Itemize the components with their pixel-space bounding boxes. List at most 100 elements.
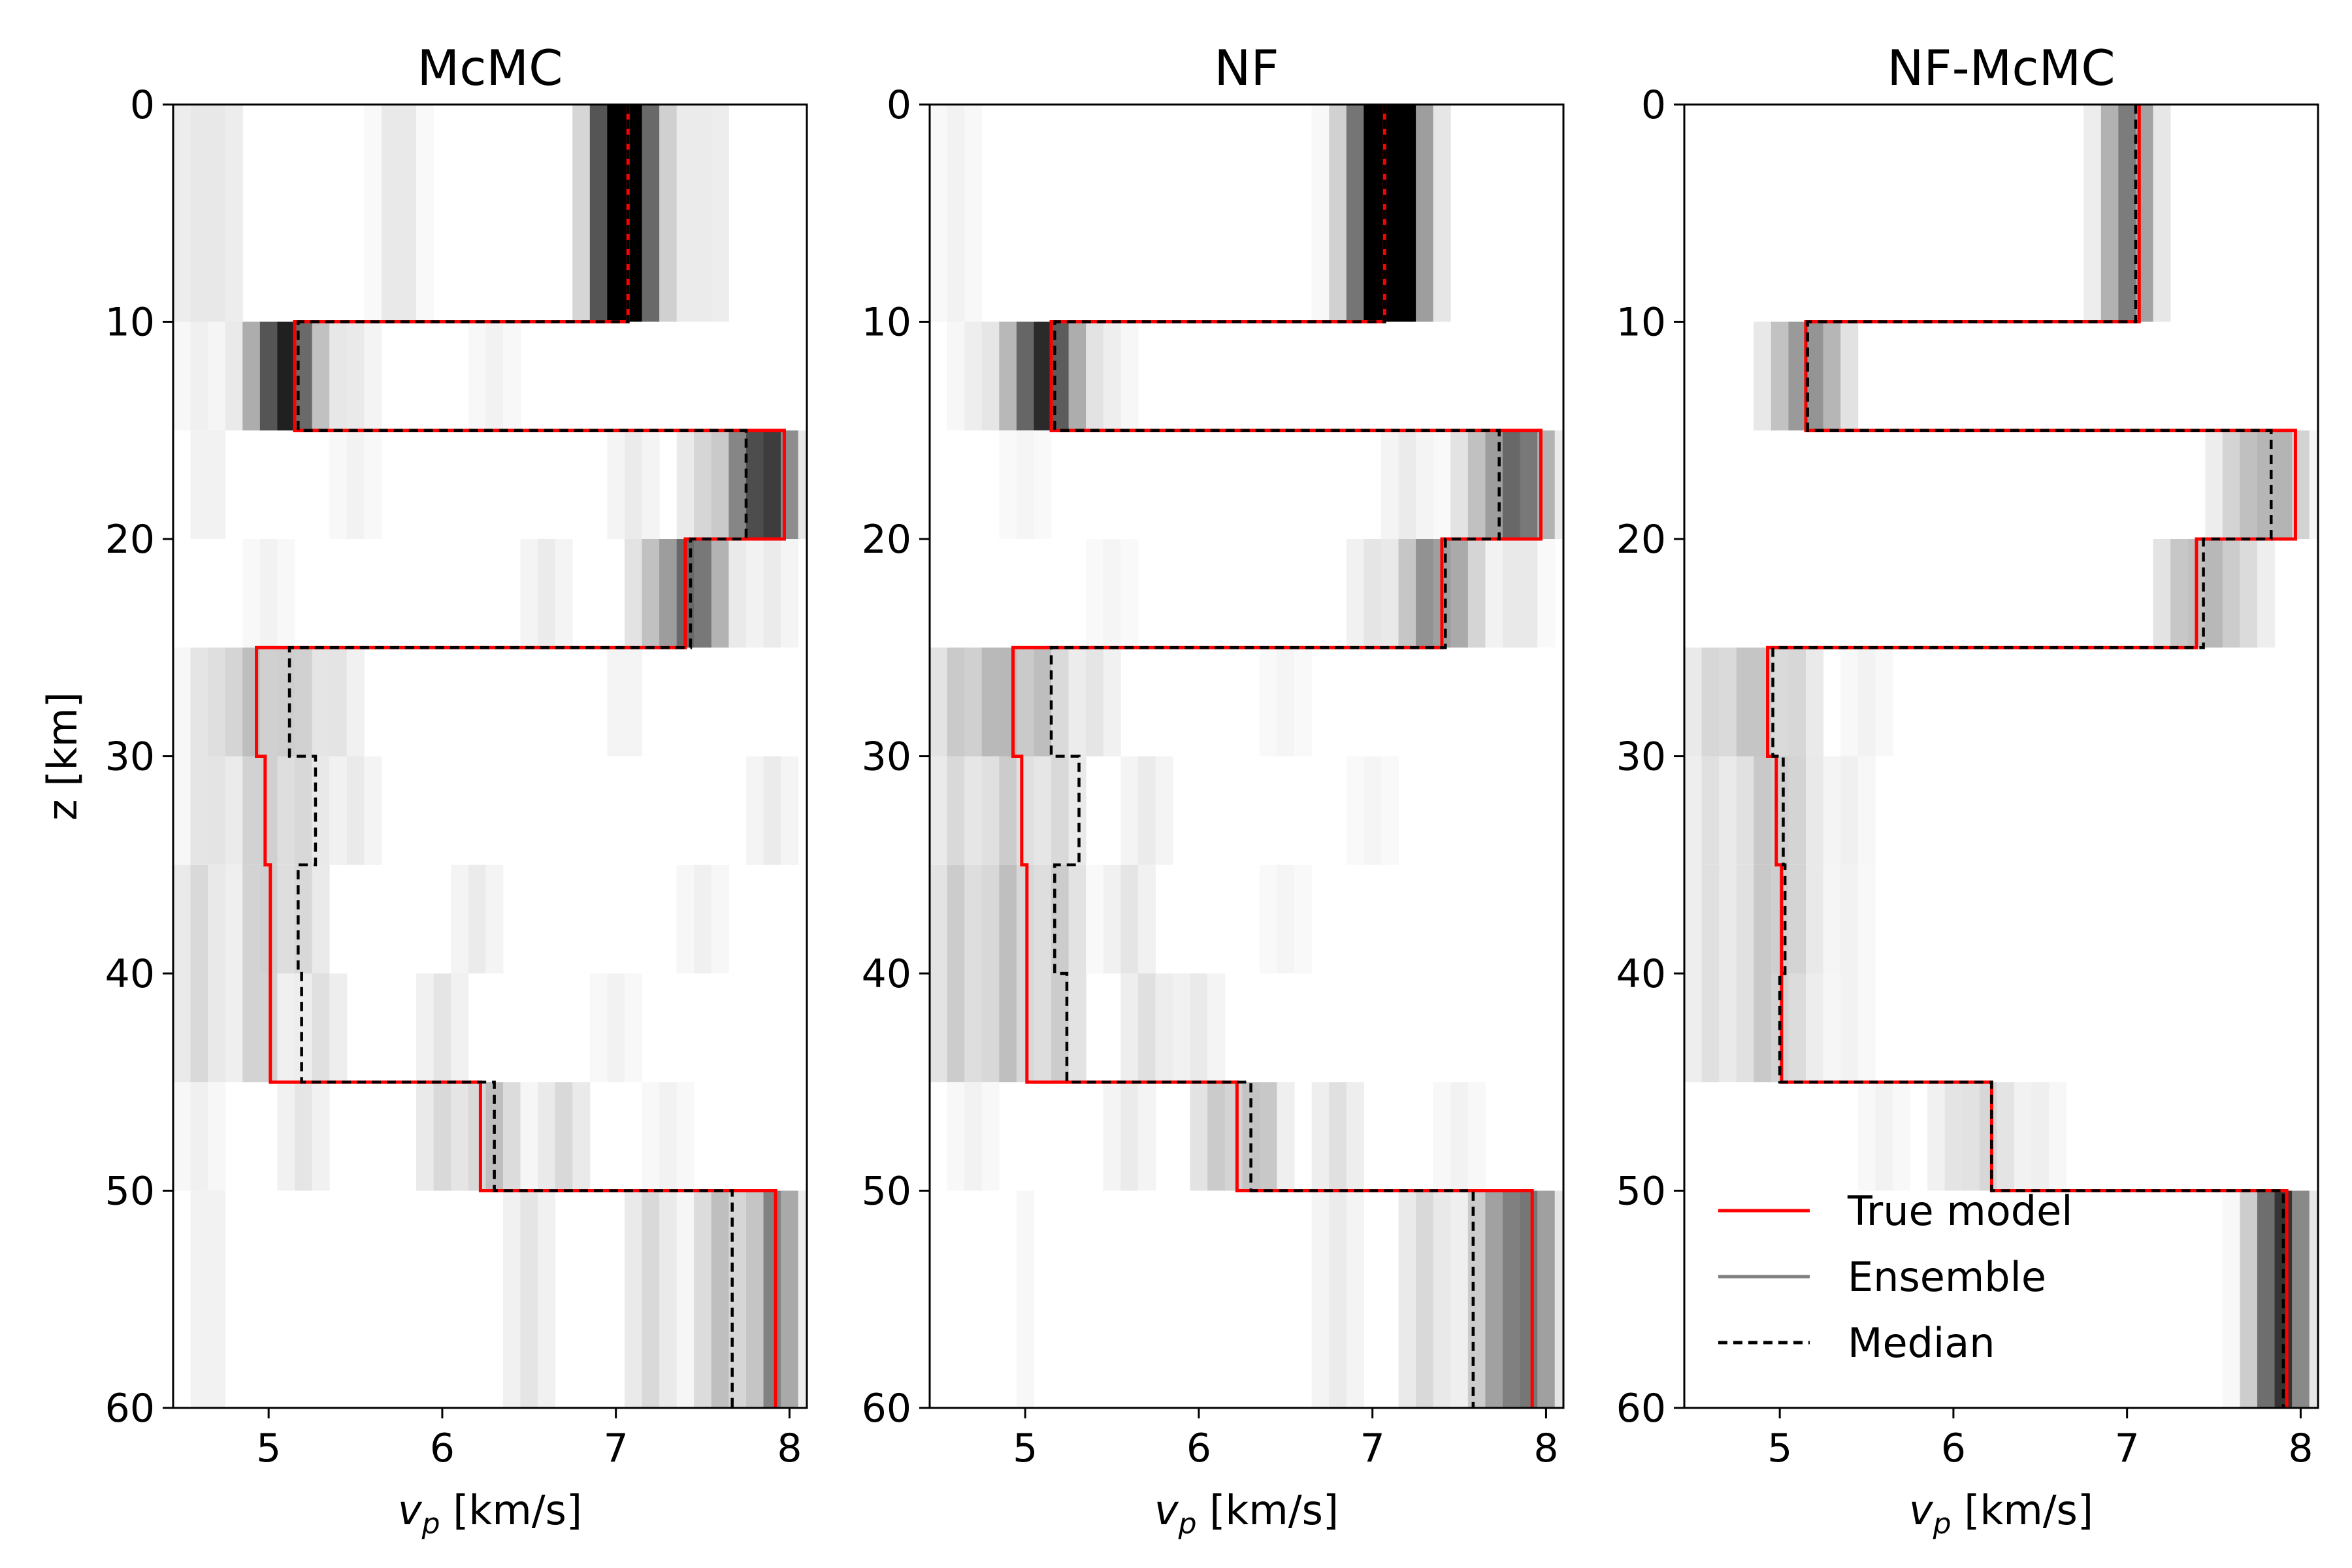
ensemble-density-cell [225,864,243,973]
ensemble-density-cell [329,756,348,865]
ensemble-density-cell [364,756,382,865]
ensemble-density-cell [624,973,643,1083]
ensemble-density-cell [173,973,191,1083]
ensemble-density-cell [694,539,712,648]
y-tick-label: 60 [105,1386,155,1431]
ensemble-density-cell [1068,973,1086,1083]
ensemble-density-cell [208,756,226,865]
ensemble-density-cell [711,1190,729,1408]
ensemble-density-cell [781,1190,799,1408]
x-tick-label: 6 [1941,1426,1966,1471]
ensemble-density-cell [1034,321,1052,431]
ensemble-density-cell [999,430,1017,539]
ensemble-density-cell [676,1082,694,1191]
y-axis-label: z [km] [39,692,86,821]
ensemble-density-cell [1450,430,1469,539]
ensemble-density-cell [1346,1190,1364,1408]
ensemble-density-cell [589,105,608,322]
ensemble-density-cell [485,864,504,973]
y-tick-label: 40 [1616,951,1666,997]
x-tick-label: 5 [1767,1426,1792,1471]
ensemble-density-cell [173,647,191,757]
y-tick-label: 20 [862,517,911,563]
ensemble-density-cell [242,756,261,865]
ensemble-density-cell [711,864,729,973]
ensemble-density-cell [2205,430,2223,539]
ensemble-density-cell [1701,973,1720,1083]
ensemble-density-cell [1380,430,1399,539]
ensemble-density-cell [1701,864,1720,973]
x-tick-label: 8 [777,1426,802,1471]
ensemble-density-cell [930,647,948,757]
ensemble-density-cell [259,539,278,648]
ensemble-density-cell [1467,430,1486,539]
ensemble-density-cell [694,105,712,322]
ensemble-density-cell [2292,1190,2310,1408]
ensemble-density-cell [520,539,538,648]
ensemble-density-cell [1277,647,1295,757]
ensemble-density-cell [2222,1190,2240,1408]
ensemble-density-cell [1857,647,1876,757]
ensemble-density-cell [225,756,243,865]
ensemble-density-cell [930,973,948,1083]
ensemble-density-cell [173,105,191,322]
x-tick-label: 5 [256,1426,281,1471]
ensemble-density-cell [1120,973,1139,1083]
ensemble-density-cell [642,1190,660,1408]
ensemble-density-cell [1086,647,1104,757]
ensemble-density-cell [1788,321,1806,431]
ensemble-density-cell [2170,539,2189,648]
ensemble-density-cell [1277,1082,1295,1191]
ensemble-density-cell [208,1190,226,1408]
ensemble-density-cell [295,1082,313,1191]
ensemble-density-cell [451,973,469,1083]
ensemble-density-cell [589,973,608,1083]
ensemble-density-cell [1840,973,1859,1083]
x-tick-label: 5 [1013,1426,1037,1471]
ensemble-density-cell [607,430,625,539]
ensemble-density-cell [1502,539,1521,648]
ensemble-density-cell [947,321,965,431]
ensemble-density-cell [277,539,295,648]
ensemble-density-cell [763,1190,781,1408]
ensemble-density-cell [225,321,243,431]
ensemble-density-cell [2240,539,2258,648]
ensemble-density-cell [763,430,781,539]
ensemble-density-cell [1806,973,1824,1083]
ensemble-density-cell [190,430,208,539]
ensemble-density-cell [947,1082,965,1191]
ensemble-density-cell [190,756,208,865]
ensemble-density-cell [745,539,764,648]
ensemble-density-cell [798,1190,807,1408]
ensemble-density-cell [451,1082,469,1191]
ensemble-density-cell [1016,647,1034,757]
ensemble-density-cell [964,105,983,322]
ensemble-density-cell [364,105,382,322]
ensemble-density-cell [295,647,313,757]
ensemble-density-cell [999,756,1017,865]
ensemble-density-cell [1068,756,1086,865]
ensemble-density-cell [1823,864,1841,973]
ensemble-density-cell [312,647,330,757]
x-tick-label: 8 [1533,1426,1558,1471]
ensemble-density-cell [999,864,1017,973]
ensemble-density-cell [502,321,521,431]
ensemble-density-cell [329,321,348,431]
ensemble-density-cell [1520,1190,1538,1408]
ensemble-density-cell [1736,756,1754,865]
y-tick-label: 60 [862,1386,911,1431]
ensemble-density-cell [312,973,330,1083]
median-line [1771,105,2285,1408]
ensemble-density-cell [1502,1190,1521,1408]
ensemble-density-cell [2031,1082,2050,1191]
ensemble-density-cell [1120,1082,1139,1191]
ensemble-density-cell [538,539,556,648]
ensemble-density-cell [468,1082,486,1191]
ensemble-density-cell [1329,1190,1347,1408]
ensemble-density-cell [1857,756,1876,865]
ensemble-density-cell [1120,756,1139,865]
panel-nf: 5 6 7 8 0 10 20 30 40 50 60 NF vp [km/s] [862,39,1565,1541]
ensemble-density-cell [947,756,965,865]
ensemble-density-cell [1684,864,1703,973]
ensemble-density-cell [1329,1082,1347,1191]
